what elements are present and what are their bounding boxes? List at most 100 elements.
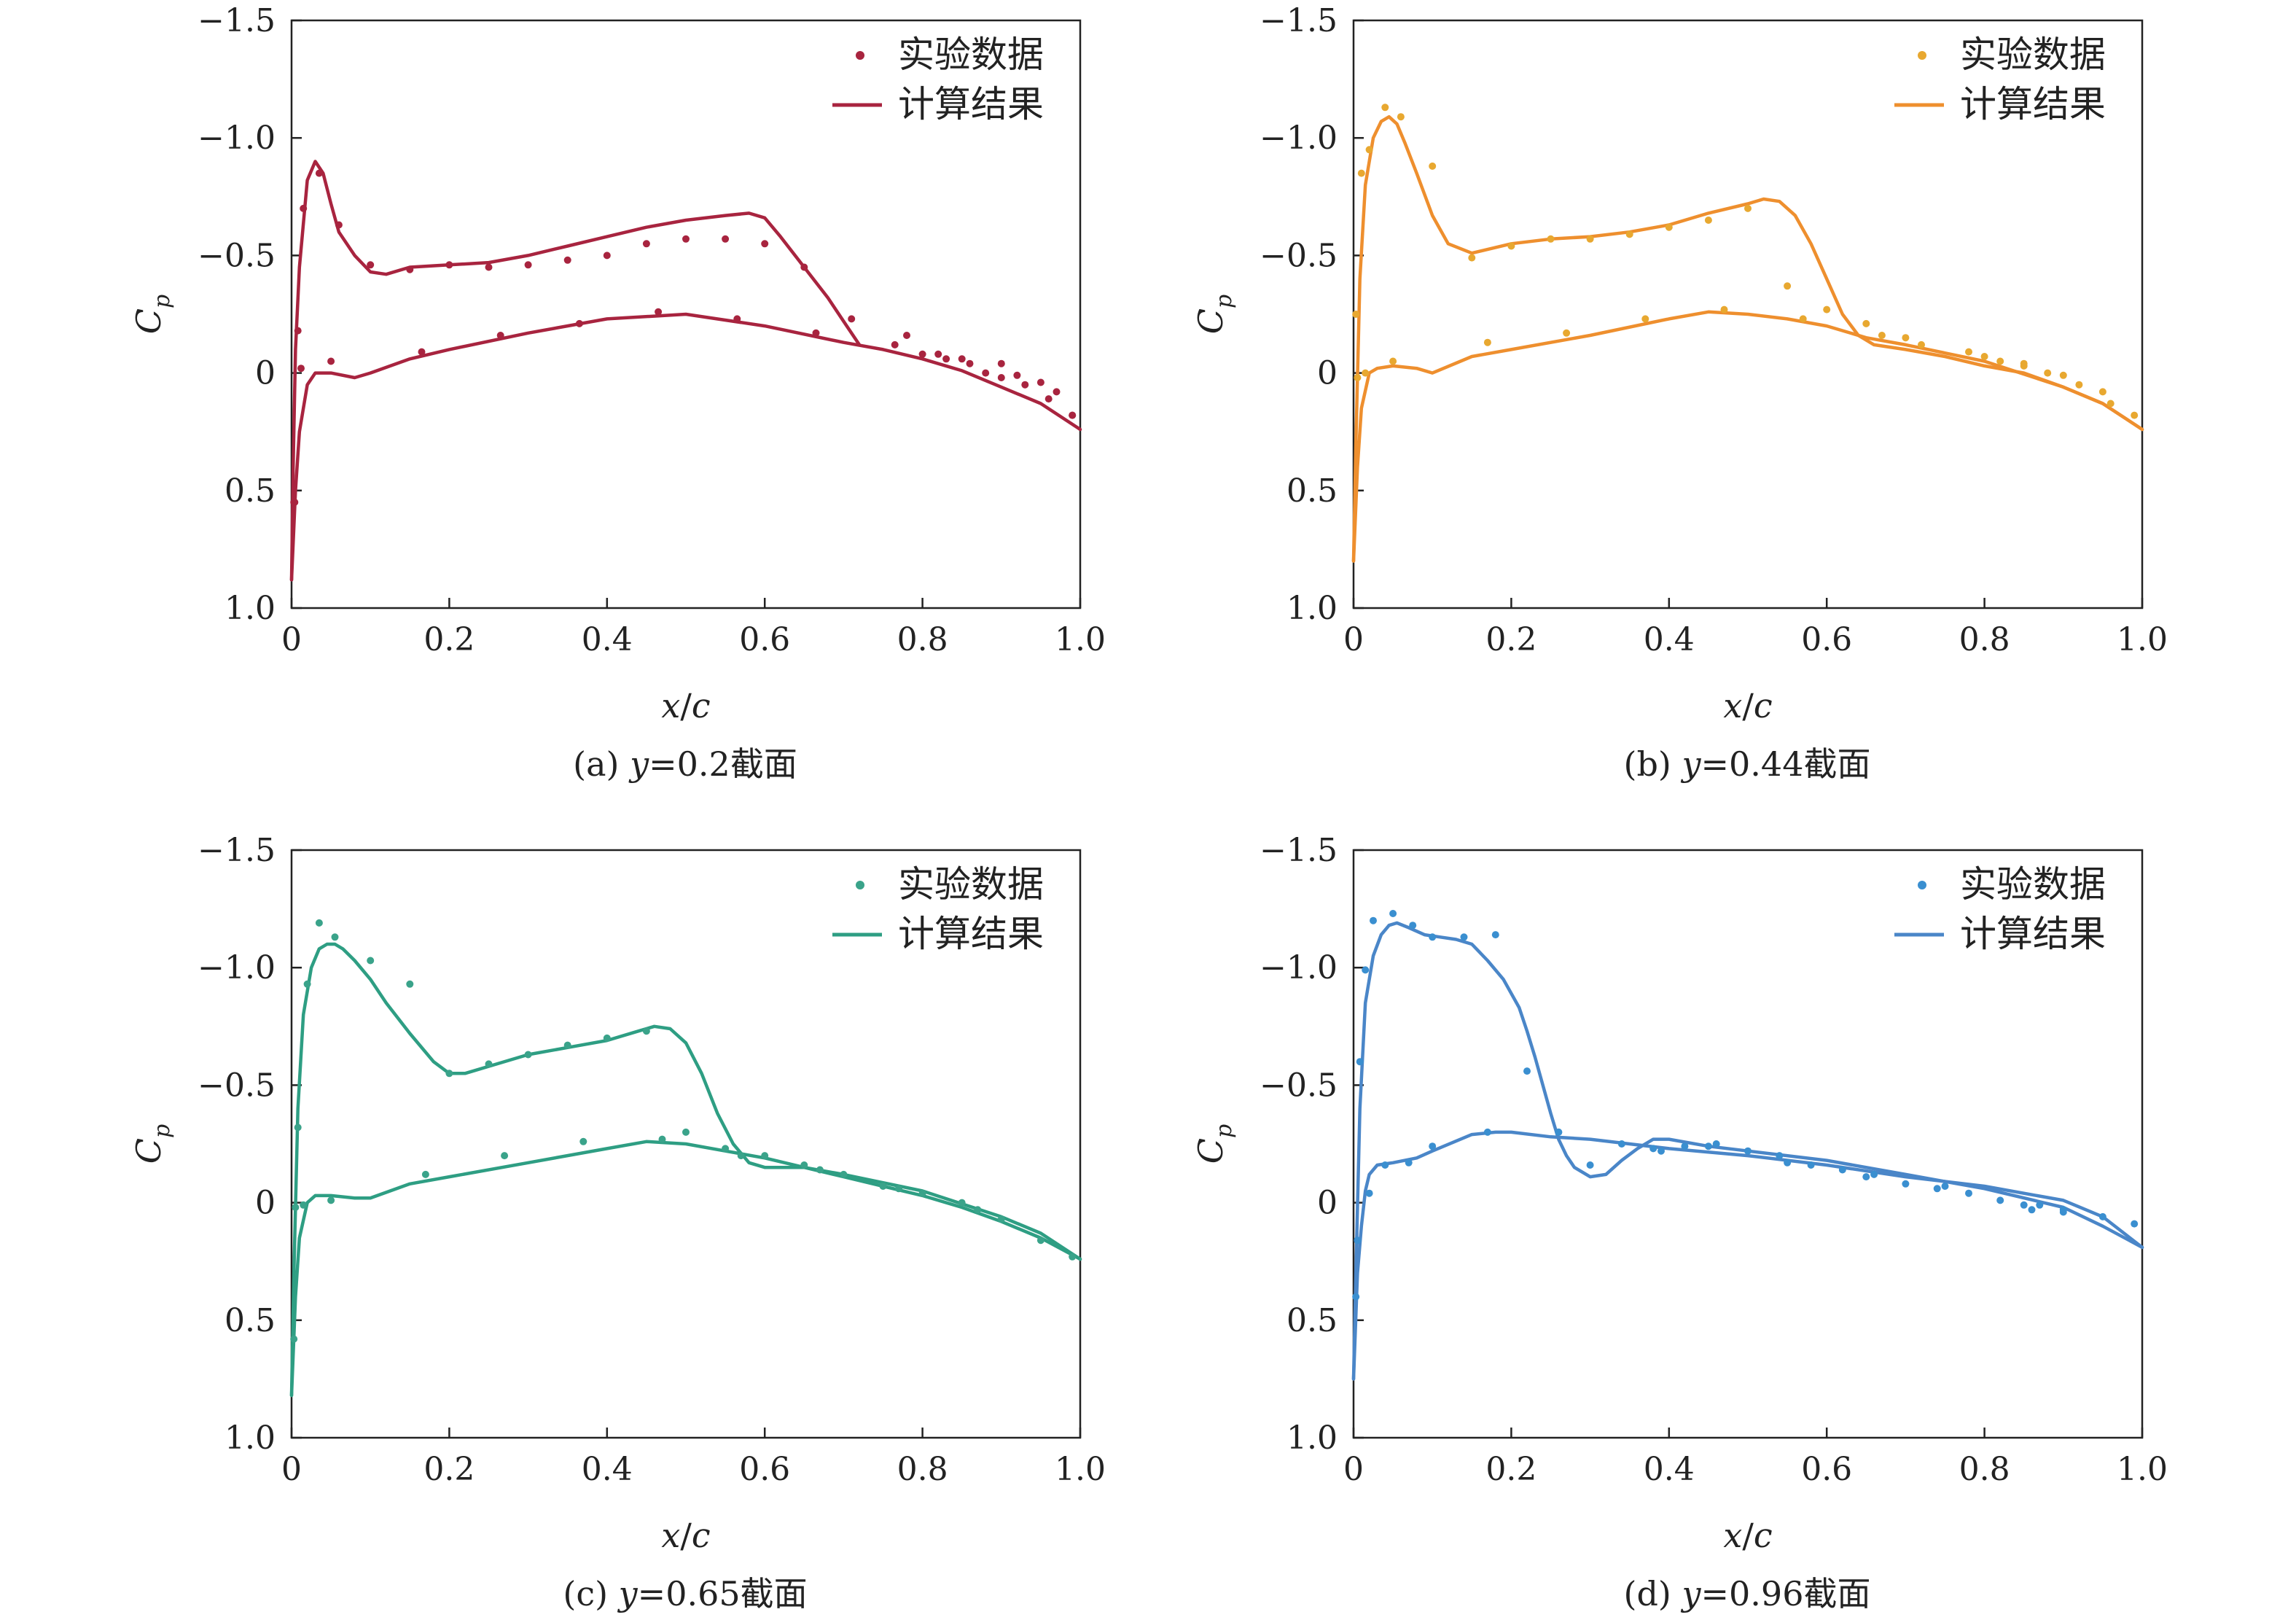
data-point <box>1776 1152 1784 1160</box>
data-point <box>1069 411 1077 419</box>
data-point <box>1902 1180 1910 1188</box>
x-axis-label-sep: / <box>1742 1516 1754 1555</box>
x-tick-label: 0.4 <box>1644 1451 1695 1488</box>
data-point <box>816 1166 824 1174</box>
data-point <box>958 355 966 363</box>
x-tick-label: 1.0 <box>2117 621 2168 658</box>
legend-label-scatter: 实验数据 <box>898 863 1044 906</box>
data-point <box>367 261 375 269</box>
plot-frame <box>290 849 1082 1439</box>
caption-rest: =0.2截面 <box>649 744 797 784</box>
y-tick-label: −1.0 <box>1260 120 1338 157</box>
caption-var: y <box>628 744 649 784</box>
x-tick-label: 0.6 <box>1801 1451 1852 1488</box>
y-tick-label: −0.5 <box>1260 237 1338 274</box>
data-point <box>1980 353 1988 360</box>
data-point <box>294 1124 302 1132</box>
caption-rest: =0.44截面 <box>1701 744 1871 784</box>
legend-label-line: 计算结果 <box>898 83 1044 125</box>
x-axis-label-a: x <box>1723 686 1742 725</box>
data-point <box>1483 338 1491 346</box>
x-axis-label-a: x <box>661 1516 680 1555</box>
data-point <box>418 348 426 356</box>
y-tick-label: −0.5 <box>1260 1067 1338 1104</box>
data-point <box>1389 910 1397 917</box>
data-point <box>722 1145 730 1153</box>
y-tick-label: 1.0 <box>224 1420 276 1457</box>
data-point <box>1362 966 1370 974</box>
data-point <box>1799 315 1807 323</box>
data-point <box>485 1060 493 1068</box>
y-tick-label: 0.5 <box>1286 1302 1338 1339</box>
x-tick-label: 0.4 <box>582 621 633 658</box>
data-point <box>733 315 741 323</box>
data-point <box>1784 1158 1792 1167</box>
x-tick-label: 0 <box>281 1451 302 1488</box>
legend-label-scatter: 实验数据 <box>1960 863 2106 906</box>
data-point <box>524 261 532 269</box>
x-tick-label: 0.8 <box>1959 621 2010 658</box>
y-tick-label: −1.5 <box>1260 832 1338 869</box>
data-point <box>1965 1189 1972 1197</box>
y-tick-label: −1.5 <box>198 2 276 39</box>
data-point <box>406 980 414 988</box>
data-point <box>331 933 339 941</box>
y-axis-label-sub: p <box>149 1124 175 1138</box>
data-point <box>579 1137 587 1145</box>
data-point <box>1902 334 1910 342</box>
caption-rest: =0.65截面 <box>638 1574 808 1613</box>
data-point <box>335 221 343 229</box>
y-axis-label-main: C <box>129 1138 168 1164</box>
data-point <box>1365 1189 1373 1197</box>
y-tick-label: −0.5 <box>198 237 276 274</box>
caption-var: y <box>1681 744 1702 784</box>
y-tick-label: 0 <box>1317 1185 1338 1222</box>
y-tick-label: 1.0 <box>224 590 276 627</box>
data-point <box>1547 235 1555 243</box>
data-point <box>2075 381 2083 389</box>
data-point <box>658 1135 666 1143</box>
caption-var: y <box>1681 1574 1702 1613</box>
data-point <box>1870 1170 1878 1178</box>
data-point <box>1996 357 2004 365</box>
y-tick-label: −1.5 <box>198 832 276 869</box>
legend-marker-scatter <box>1918 881 1926 889</box>
data-point <box>1053 388 1061 396</box>
data-point <box>891 340 899 348</box>
data-point <box>682 1128 690 1136</box>
data-point <box>1429 1142 1437 1150</box>
data-point <box>1744 1147 1752 1155</box>
data-point <box>300 1201 308 1209</box>
data-point <box>1429 933 1437 941</box>
data-point <box>2106 400 2115 408</box>
y-tick-label: −1.0 <box>198 120 276 157</box>
data-point <box>1069 1253 1077 1261</box>
y-tick-label: 0 <box>1317 355 1338 392</box>
x-tick-label: 0.2 <box>423 1451 475 1488</box>
data-point <box>290 1335 298 1343</box>
data-point <box>1365 146 1373 154</box>
y-tick-label: 1.0 <box>1286 590 1338 627</box>
data-point <box>445 1070 453 1078</box>
data-point <box>1491 931 1499 939</box>
data-point <box>1617 1140 1625 1148</box>
data-point <box>918 1189 926 1197</box>
chart-panel-3: 0 0.2 0.4 0.6 0.8 1.0 −1.5 −1.0 −0.5 0 0.5 1.0 x/c Cp… <box>1191 832 2168 1613</box>
data-point <box>315 169 323 177</box>
x-axis-label-a: x <box>1723 1516 1742 1555</box>
data-point <box>303 980 311 988</box>
data-point <box>1965 348 1972 356</box>
x-axis-label-sep: / <box>1742 686 1754 725</box>
x-tick-label: 0.2 <box>423 621 475 658</box>
data-point <box>1586 235 1594 243</box>
data-point <box>501 1152 509 1160</box>
series-line <box>1351 310 2144 563</box>
series-line <box>289 312 1082 582</box>
x-axis-label: x/c <box>661 1516 710 1555</box>
y-tick-label: 0.5 <box>1286 472 1338 510</box>
data-point <box>1356 1058 1364 1066</box>
x-axis-label-b: c <box>1754 1516 1773 1555</box>
y-tick-label: −1.0 <box>1260 949 1338 986</box>
x-tick-label: 0 <box>1343 621 1364 658</box>
